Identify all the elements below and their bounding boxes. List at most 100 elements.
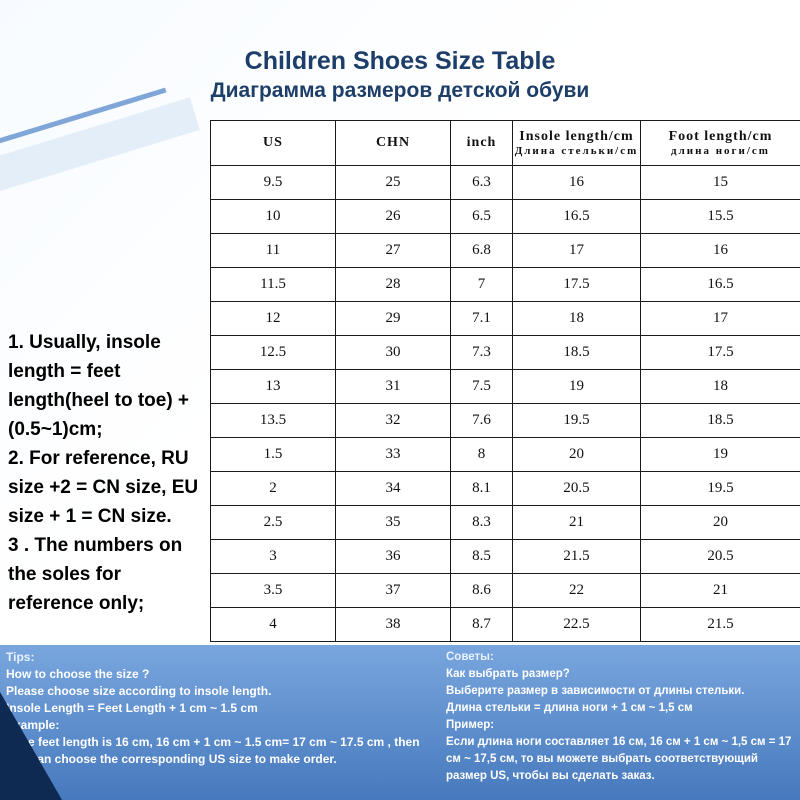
table-cell: 16.5 xyxy=(512,199,641,234)
table-cell: 21.5 xyxy=(640,607,800,642)
table-cell: 18.5 xyxy=(512,335,641,370)
table-cell: 21 xyxy=(640,573,800,608)
table-cell: 36 xyxy=(335,539,451,574)
table-cell: 7 xyxy=(450,267,513,302)
table-cell: 12.5 xyxy=(210,335,336,370)
table-cell: 31 xyxy=(335,369,451,404)
corner-triangle-decoration xyxy=(0,692,62,800)
table-cell: 1.5 xyxy=(210,437,336,472)
note-line: 2. For reference, RU size +2 = CN size, … xyxy=(8,448,199,527)
table-cell: 16.5 xyxy=(640,267,800,302)
table-cell: 2.5 xyxy=(210,505,336,540)
table-cell: 35 xyxy=(335,505,451,540)
tips-heading-en: Tips: xyxy=(6,650,35,664)
table-cell: 6.3 xyxy=(450,165,513,200)
table-cell: 17 xyxy=(512,233,641,268)
table-cell: 18 xyxy=(640,369,800,404)
table-cell: 18 xyxy=(512,301,641,336)
table-cell: 13 xyxy=(210,369,336,404)
table-cell: 19.5 xyxy=(640,471,800,506)
table-cell: 3.5 xyxy=(210,573,336,608)
table-cell: 17.5 xyxy=(640,335,800,370)
table-cell: 38 xyxy=(335,607,451,642)
table-row: 2.5 35 8.3 21 20 xyxy=(210,505,800,540)
size-table-body: 9.5 25 6.3 16 15 10 26 6.5 16.5 15.5 11 27 6.8 17 16 11… xyxy=(210,165,800,642)
tips-band: Tips: How to choose the size ? Please ch… xyxy=(0,645,800,800)
page-title: Children Shoes Size Table Диаграмма разм… xyxy=(0,46,800,106)
table-cell: 8.7 xyxy=(450,607,513,642)
tips-heading-ru: Советы: xyxy=(446,651,494,663)
table-cell: 8.1 xyxy=(450,471,513,506)
table-cell: 8.6 xyxy=(450,573,513,608)
table-cell: 6.5 xyxy=(450,199,513,234)
header-label: Insole length/cm xyxy=(519,128,634,144)
tips-russian: Советы: Как выбрать размер? Выберите раз… xyxy=(446,649,794,785)
table-cell: 37 xyxy=(335,573,451,608)
table-cell: 28 xyxy=(335,267,451,302)
table-cell: 19 xyxy=(512,369,641,404)
tips-line: Please choose size according to insole l… xyxy=(6,684,272,698)
table-row: 12 29 7.1 18 17 xyxy=(210,301,800,336)
table-cell: 6.8 xyxy=(450,233,513,268)
table-cell: 27 xyxy=(335,233,451,268)
table-row: 13 31 7.5 19 18 xyxy=(210,369,800,404)
size-table: US CHN inch Insole length/cm Длина стель… xyxy=(210,120,800,642)
notes-block: 1. Usually, insole length = feet length(… xyxy=(8,328,210,618)
header-label: inch xyxy=(466,135,497,150)
table-cell: 19 xyxy=(640,437,800,472)
table-cell: 7.5 xyxy=(450,369,513,404)
header-cell-chn: CHN xyxy=(335,120,451,166)
tips-line: How to choose the size ? xyxy=(6,667,150,681)
table-cell: 21.5 xyxy=(512,539,641,574)
table-cell: 20 xyxy=(512,437,641,472)
header-cell-foot-length: Foot length/cm длина ноги/cm xyxy=(640,120,800,166)
header-cell-inch: inch xyxy=(450,120,513,166)
table-cell: 11.5 xyxy=(210,267,336,302)
table-cell: 8.5 xyxy=(450,539,513,574)
table-cell: 15 xyxy=(640,165,800,200)
table-cell: 20.5 xyxy=(640,539,800,574)
table-cell: 30 xyxy=(335,335,451,370)
table-row: 13.5 32 7.6 19.5 18.5 xyxy=(210,403,800,438)
table-cell: 8.3 xyxy=(450,505,513,540)
table-cell: 20 xyxy=(640,505,800,540)
header-row: US CHN inch Insole length/cm Длина стель… xyxy=(210,120,800,166)
header-cell-insole-length: Insole length/cm Длина стельки/cm xyxy=(512,120,641,166)
table-row: 1.5 33 8 20 19 xyxy=(210,437,800,472)
table-cell: 7.6 xyxy=(450,403,513,438)
table-cell: 2 xyxy=(210,471,336,506)
table-cell: 22.5 xyxy=(512,607,641,642)
tips-line: Insole Length = Feet Length + 1 cm ~ 1.5… xyxy=(6,701,258,715)
table-cell: 3 xyxy=(210,539,336,574)
table-cell: 16 xyxy=(640,233,800,268)
header-label: Foot length/cm xyxy=(668,128,773,144)
table-cell: 29 xyxy=(335,301,451,336)
table-row: 10 26 6.5 16.5 15.5 xyxy=(210,199,800,234)
table-row: 2 34 8.1 20.5 19.5 xyxy=(210,471,800,506)
table-cell: 16 xyxy=(512,165,641,200)
header-cell-us: US xyxy=(210,120,336,166)
table-cell: 22 xyxy=(512,573,641,608)
table-cell: 12 xyxy=(210,301,336,336)
table-row: 11.5 28 7 17.5 16.5 xyxy=(210,267,800,302)
table-cell: 26 xyxy=(335,199,451,234)
size-table-header: US CHN inch Insole length/cm Длина стель… xyxy=(210,120,800,166)
table-cell: 18.5 xyxy=(640,403,800,438)
table-row: 4 38 8.7 22.5 21.5 xyxy=(210,607,800,642)
table-cell: 10 xyxy=(210,199,336,234)
table-cell: 15.5 xyxy=(640,199,800,234)
table-cell: 17 xyxy=(640,301,800,336)
title-english: Children Shoes Size Table xyxy=(244,47,556,75)
table-cell: 9.5 xyxy=(210,165,336,200)
tips-line: Как выбрать размер? xyxy=(446,668,570,680)
header-sublabel: длина ноги/cm xyxy=(671,144,770,157)
table-cell: 19.5 xyxy=(512,403,641,438)
note-line: 3 . The numbers on the soles for referen… xyxy=(8,535,183,614)
header-label: CHN xyxy=(375,135,411,150)
table-cell: 7.1 xyxy=(450,301,513,336)
table-cell: 21 xyxy=(512,505,641,540)
note-line: 1. Usually, insole length = feet length(… xyxy=(8,332,190,440)
header-sublabel: Длина стельки/cm xyxy=(514,144,639,157)
table-cell: 4 xyxy=(210,607,336,642)
